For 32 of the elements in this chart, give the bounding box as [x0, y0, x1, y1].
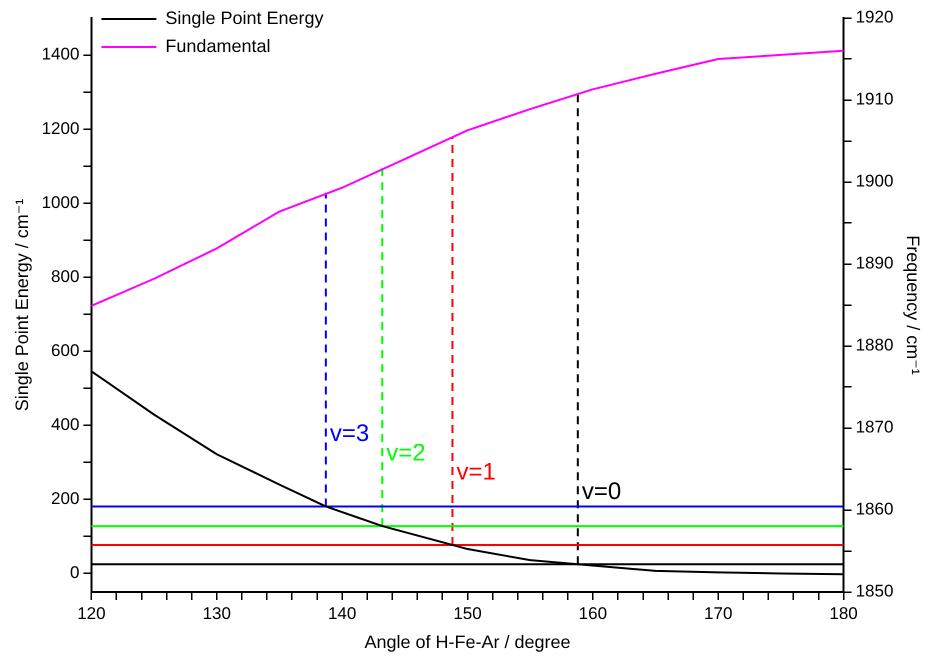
x-tick-label: 170 [704, 604, 732, 623]
y2-tick-label: 1850 [856, 582, 894, 601]
series-label: v=3 [330, 420, 370, 448]
x-tick-label: 120 [77, 604, 106, 623]
y2-tick-label: 1910 [856, 90, 894, 109]
y-tick-label: 400 [51, 415, 80, 434]
y2-axis-title: Frequency / cm⁻¹ [903, 235, 924, 375]
y-tick-label: 200 [51, 489, 80, 508]
x-tick-label: 180 [829, 604, 858, 623]
y2-tick-label: 1890 [856, 254, 894, 273]
y2-tick-label: 1870 [856, 418, 894, 437]
y-tick-label: 1400 [42, 44, 80, 64]
x-tick-label: 140 [328, 604, 356, 623]
y2-tick-label: 1880 [856, 336, 894, 355]
y-tick-label: 1000 [42, 192, 80, 212]
y2-tick-label: 1920 [856, 8, 894, 27]
legend-label: Single Point Energy [165, 8, 324, 28]
y-tick-label: 800 [51, 266, 80, 286]
x-axis-title: Angle of H-Fe-Ar / degree [364, 632, 571, 652]
y-tick-label: 1200 [42, 118, 80, 138]
series-label: v=2 [386, 440, 426, 467]
y-tick-label: 0 [70, 563, 80, 582]
y2-tick-label: 1860 [856, 500, 894, 519]
x-tick-label: 150 [453, 604, 482, 623]
y-tick-label: 600 [51, 340, 80, 360]
x-tick-label: 130 [202, 604, 231, 623]
legend-label: Fundamental [165, 36, 270, 56]
series-label: v=1 [456, 458, 496, 486]
y-axis-title: Single Point Energy / cm⁻¹ [12, 198, 32, 412]
x-tick-label: 160 [578, 604, 608, 623]
y2-tick-label: 1900 [856, 172, 894, 191]
series-label: v=0 [582, 478, 622, 505]
